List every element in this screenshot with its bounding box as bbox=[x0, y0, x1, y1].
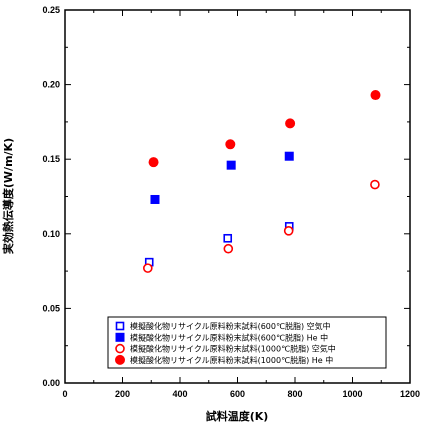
x-tick-label: 0 bbox=[62, 389, 67, 399]
data-point bbox=[223, 233, 233, 243]
data-point bbox=[143, 263, 153, 273]
y-tick-label: 0.00 bbox=[42, 378, 60, 388]
y-axis-title: 実効熱伝導度(W/m/K) bbox=[1, 138, 15, 254]
legend-marker bbox=[115, 354, 125, 365]
legend-marker bbox=[115, 321, 125, 331]
y-tick-label: 0.05 bbox=[42, 303, 60, 313]
data-point bbox=[370, 179, 380, 190]
legend-marker bbox=[115, 343, 125, 354]
data-point bbox=[150, 194, 160, 204]
data-point bbox=[370, 90, 381, 101]
x-tick-label: 600 bbox=[230, 389, 245, 399]
tick-labels: 0 200 400 600 800 1000 1200 0.00 0.05 0.10 0.15 0.2… bbox=[42, 5, 420, 399]
legend-label: 模擬酸化物リサイクル原料粉末試料(600℃脱脂) He 中 bbox=[130, 332, 328, 342]
y-tick-label: 0.15 bbox=[42, 154, 60, 164]
data-point bbox=[283, 226, 294, 236]
x-axis-title: 試料温度(K) bbox=[206, 409, 269, 423]
data-point bbox=[284, 151, 294, 161]
legend-label: 模擬酸化物リサイクル原料粉末試料(1000℃脱脂) He 中 bbox=[130, 355, 333, 365]
data-point bbox=[223, 243, 234, 254]
data-points bbox=[143, 90, 381, 273]
axis-ticks bbox=[64, 9, 411, 384]
y-tick-label: 0.20 bbox=[42, 80, 60, 90]
legend-label: 模擬酸化物リサイクル原料粉末試料(600℃脱脂) 空気中 bbox=[130, 321, 331, 331]
data-point bbox=[225, 139, 236, 150]
data-point bbox=[285, 118, 296, 129]
x-tick-label: 800 bbox=[287, 389, 302, 399]
legend-frame bbox=[107, 316, 387, 369]
y-tick-label: 0.10 bbox=[42, 229, 60, 239]
data-point bbox=[226, 160, 236, 170]
x-tick-label: 200 bbox=[115, 389, 130, 399]
y-tick-label: 0.25 bbox=[42, 5, 60, 15]
data-point bbox=[148, 157, 159, 168]
x-tick-label: 1200 bbox=[400, 389, 420, 399]
legend-marker bbox=[115, 332, 125, 342]
x-tick-label: 400 bbox=[172, 389, 187, 399]
legend: 模擬酸化物リサイクル原料粉末試料(600℃脱脂) 空気中模擬酸化物リサイクル原料… bbox=[107, 316, 387, 369]
legend-label: 模擬酸化物リサイクル原料粉末試料(1000℃脱脂) 空気中 bbox=[130, 344, 336, 354]
x-tick-label: 1000 bbox=[342, 389, 362, 399]
